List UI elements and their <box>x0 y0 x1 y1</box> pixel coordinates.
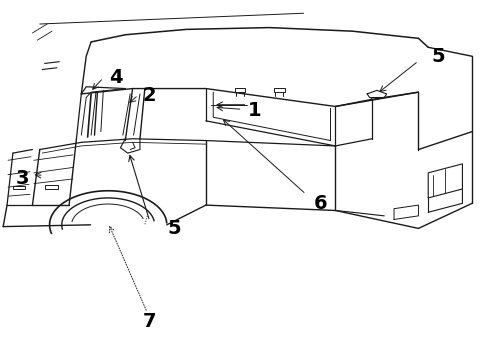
Bar <box>274 88 285 92</box>
Text: 4: 4 <box>109 68 122 87</box>
Text: 7: 7 <box>143 312 156 331</box>
Text: 5: 5 <box>168 219 181 238</box>
Text: 5: 5 <box>431 47 445 66</box>
Bar <box>235 88 245 92</box>
Text: 6: 6 <box>314 194 327 213</box>
Text: 2: 2 <box>143 86 156 105</box>
Text: 3: 3 <box>16 169 29 188</box>
Bar <box>13 186 25 189</box>
Text: 1: 1 <box>248 100 262 120</box>
Bar <box>45 185 58 189</box>
